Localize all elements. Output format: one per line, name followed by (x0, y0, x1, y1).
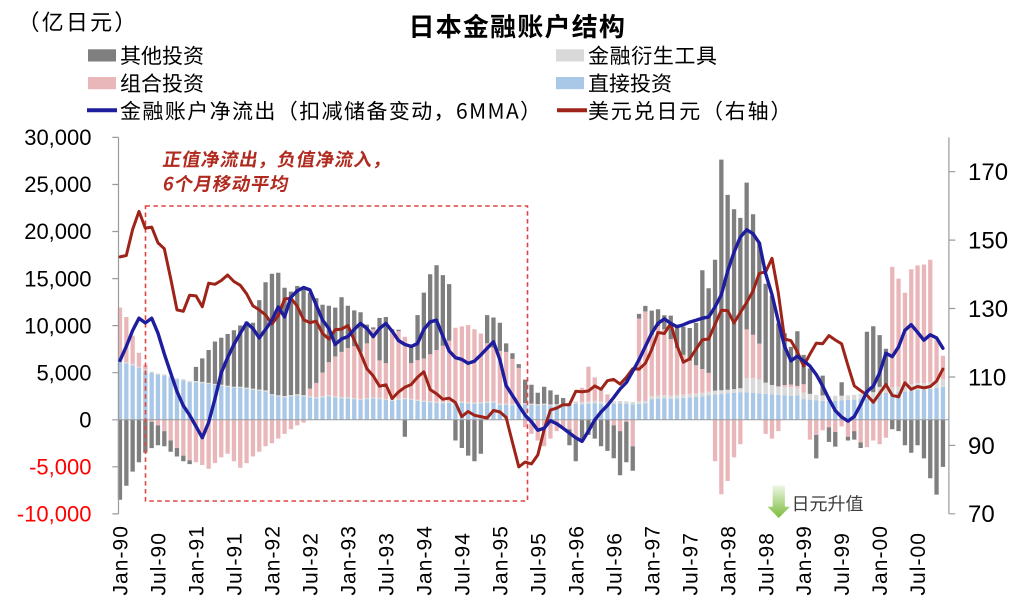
svg-text:Jul-98: Jul-98 (755, 532, 778, 596)
svg-text:10,000: 10,000 (24, 313, 91, 338)
svg-text:-5,000: -5,000 (29, 455, 91, 480)
svg-text:Jan-99: Jan-99 (793, 525, 816, 596)
svg-text:Jan-93: Jan-93 (338, 525, 361, 596)
svg-text:Jul-90: Jul-90 (148, 532, 171, 596)
svg-text:Jan-90: Jan-90 (110, 525, 133, 596)
svg-text:Jan-97: Jan-97 (641, 525, 664, 596)
svg-text:Jan-91: Jan-91 (186, 525, 209, 596)
svg-text:Jan-92: Jan-92 (262, 525, 285, 596)
svg-text:170: 170 (968, 159, 1008, 186)
svg-text:Jul-94: Jul-94 (451, 532, 474, 596)
svg-text:90: 90 (968, 433, 995, 460)
svg-text:Jul-93: Jul-93 (376, 532, 399, 596)
svg-text:15,000: 15,000 (24, 266, 91, 291)
svg-text:Jan-95: Jan-95 (489, 525, 512, 596)
svg-text:Jan-98: Jan-98 (717, 525, 740, 596)
svg-text:Jan-96: Jan-96 (565, 525, 588, 596)
svg-text:Jul-92: Jul-92 (300, 532, 323, 596)
svg-text:0: 0 (79, 408, 91, 433)
svg-text:Jul-91: Jul-91 (224, 532, 247, 596)
svg-text:Jan-94: Jan-94 (413, 525, 436, 596)
svg-text:130: 130 (968, 296, 1008, 323)
svg-text:20,000: 20,000 (24, 219, 91, 244)
svg-text:110: 110 (968, 364, 1006, 391)
svg-text:Jul-99: Jul-99 (831, 532, 854, 596)
svg-text:30,000: 30,000 (24, 125, 91, 150)
svg-text:Jul-97: Jul-97 (679, 532, 702, 596)
svg-text:Jan-00: Jan-00 (869, 525, 892, 596)
svg-text:Jul-96: Jul-96 (603, 532, 626, 596)
svg-text:Jul-00: Jul-00 (907, 532, 930, 596)
svg-text:-10,000: -10,000 (17, 502, 92, 527)
svg-text:70: 70 (968, 501, 995, 528)
svg-text:150: 150 (968, 228, 1008, 255)
svg-text:25,000: 25,000 (24, 172, 91, 197)
svg-text:5,000: 5,000 (36, 360, 91, 385)
svg-text:Jul-95: Jul-95 (527, 532, 550, 596)
